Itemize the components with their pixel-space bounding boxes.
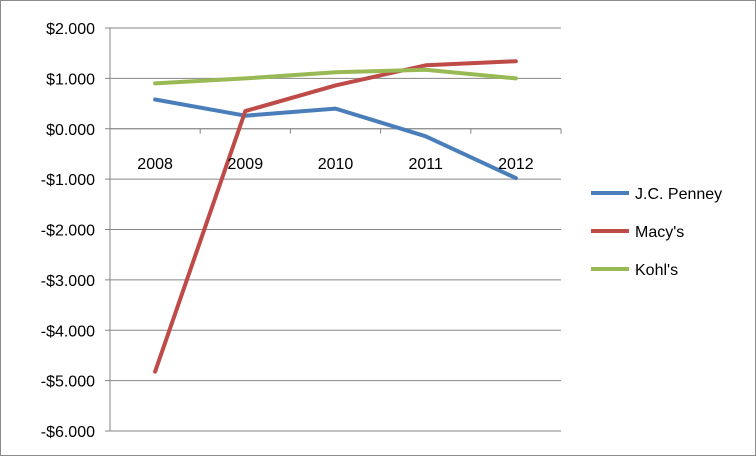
series-line-0 (153, 97, 518, 181)
x-tick-label: 2010 (318, 156, 354, 173)
y-tick-label: -$2.000 (41, 223, 95, 240)
legend-label: Macy's (635, 224, 684, 241)
tick-labels: $2.000 $1.000 $0.000 -$1.000 -$2.000 -$3.000 -… (41, 21, 534, 441)
legend-label: J.C. Penney (635, 186, 722, 203)
x-tick-label: 2008 (137, 156, 173, 173)
y-tick-label: $2.000 (46, 21, 95, 38)
x-tick-label: 2012 (498, 156, 534, 173)
y-tick-label: -$6.000 (41, 424, 95, 441)
x-tick-label: 2009 (228, 156, 264, 173)
series-line-2 (153, 67, 518, 86)
y-tick-label: $0.000 (46, 122, 95, 139)
legend-label: Kohl's (635, 262, 678, 279)
y-tick-label: -$3.000 (41, 273, 95, 290)
gridlines (110, 27, 561, 432)
y-tick-label: -$4.000 (41, 323, 95, 340)
y-tick-label: -$1.000 (41, 172, 95, 189)
series-lines (153, 59, 518, 374)
legend: J.C. Penney Macy's Kohl's (591, 186, 722, 279)
x-tick-label: 2011 (408, 156, 443, 173)
y-tick-label: -$5.000 (41, 374, 95, 391)
series-line-1 (153, 59, 518, 374)
axes (105, 27, 562, 432)
y-tick-label: $1.000 (46, 71, 95, 88)
